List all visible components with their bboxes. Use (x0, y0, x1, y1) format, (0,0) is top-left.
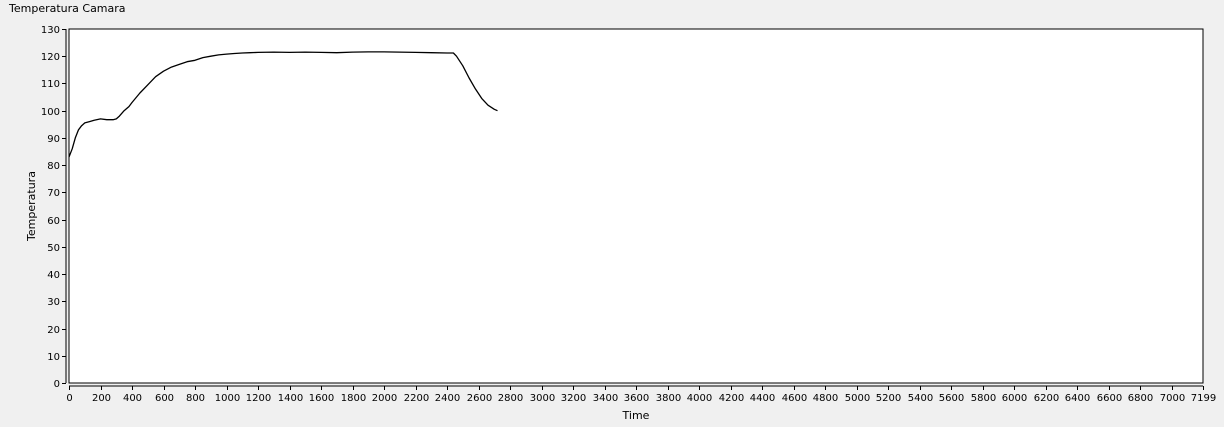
x-tick-label: 3200 (561, 393, 586, 404)
x-tick-label: 4800 (813, 393, 838, 404)
x-tick-label: 5800 (971, 393, 996, 404)
plot-area (68, 28, 1204, 384)
chart-title: Temperatura Camara (9, 2, 126, 15)
y-tick-label: 120 (41, 52, 60, 63)
y-tick-label: 100 (41, 107, 60, 118)
y-tick-label: 80 (47, 161, 60, 172)
x-tick-label: 1000 (215, 393, 240, 404)
x-tick-label: 1400 (278, 393, 303, 404)
y-tick-label: 10 (47, 352, 60, 363)
series-line (68, 51, 498, 158)
y-tick-label: 110 (41, 79, 60, 90)
x-tick-label: 6000 (1002, 393, 1027, 404)
x-tick-label: 4400 (750, 393, 775, 404)
y-tick-label: 0 (54, 379, 60, 390)
x-tick-label: 4600 (782, 393, 807, 404)
x-tick-label: 2400 (435, 393, 460, 404)
y-tick-label: 60 (47, 216, 60, 227)
x-tick-label: 6200 (1034, 393, 1059, 404)
x-tick-label: 6400 (1065, 393, 1090, 404)
x-tick-label: 600 (155, 393, 174, 404)
x-tick-label: 1600 (309, 393, 334, 404)
y-tick-label: 50 (47, 243, 60, 254)
x-tick-label: 5600 (939, 393, 964, 404)
y-tick-label: 130 (41, 25, 60, 36)
y-tick-label: 20 (47, 325, 60, 336)
x-tick-label: 200 (92, 393, 111, 404)
x-tick-label: 4000 (687, 393, 712, 404)
x-tick-label: 2600 (467, 393, 492, 404)
y-tick-label: 30 (47, 297, 60, 308)
x-tick-label: 6800 (1128, 393, 1153, 404)
y-axis-title: Temperatura (25, 171, 38, 242)
x-tick-label: 2000 (372, 393, 397, 404)
x-tick-label: 7000 (1160, 393, 1185, 404)
x-tick-label: 2800 (498, 393, 523, 404)
x-tick-label: 3000 (530, 393, 555, 404)
x-tick-label: 3600 (624, 393, 649, 404)
x-tick-label: 400 (123, 393, 142, 404)
y-tick-label: 40 (47, 270, 60, 281)
y-tick-label: 90 (47, 134, 60, 145)
x-tick-label: 5400 (908, 393, 933, 404)
x-axis-title: Time (622, 409, 650, 422)
x-tick-label: 7199 (1191, 393, 1216, 404)
x-tick-label: 2200 (404, 393, 429, 404)
x-tick-label: 1800 (341, 393, 366, 404)
x-tick-label: 0 (66, 393, 72, 404)
x-tick-label: 5000 (845, 393, 870, 404)
x-tick-label: 800 (186, 393, 205, 404)
x-tick-label: 4200 (719, 393, 744, 404)
x-tick-label: 6600 (1097, 393, 1122, 404)
y-tick-label: 70 (47, 188, 60, 199)
x-tick-label: 3800 (656, 393, 681, 404)
x-tick-label: 5200 (876, 393, 901, 404)
x-tick-label: 3400 (593, 393, 618, 404)
x-tick-label: 1200 (246, 393, 271, 404)
